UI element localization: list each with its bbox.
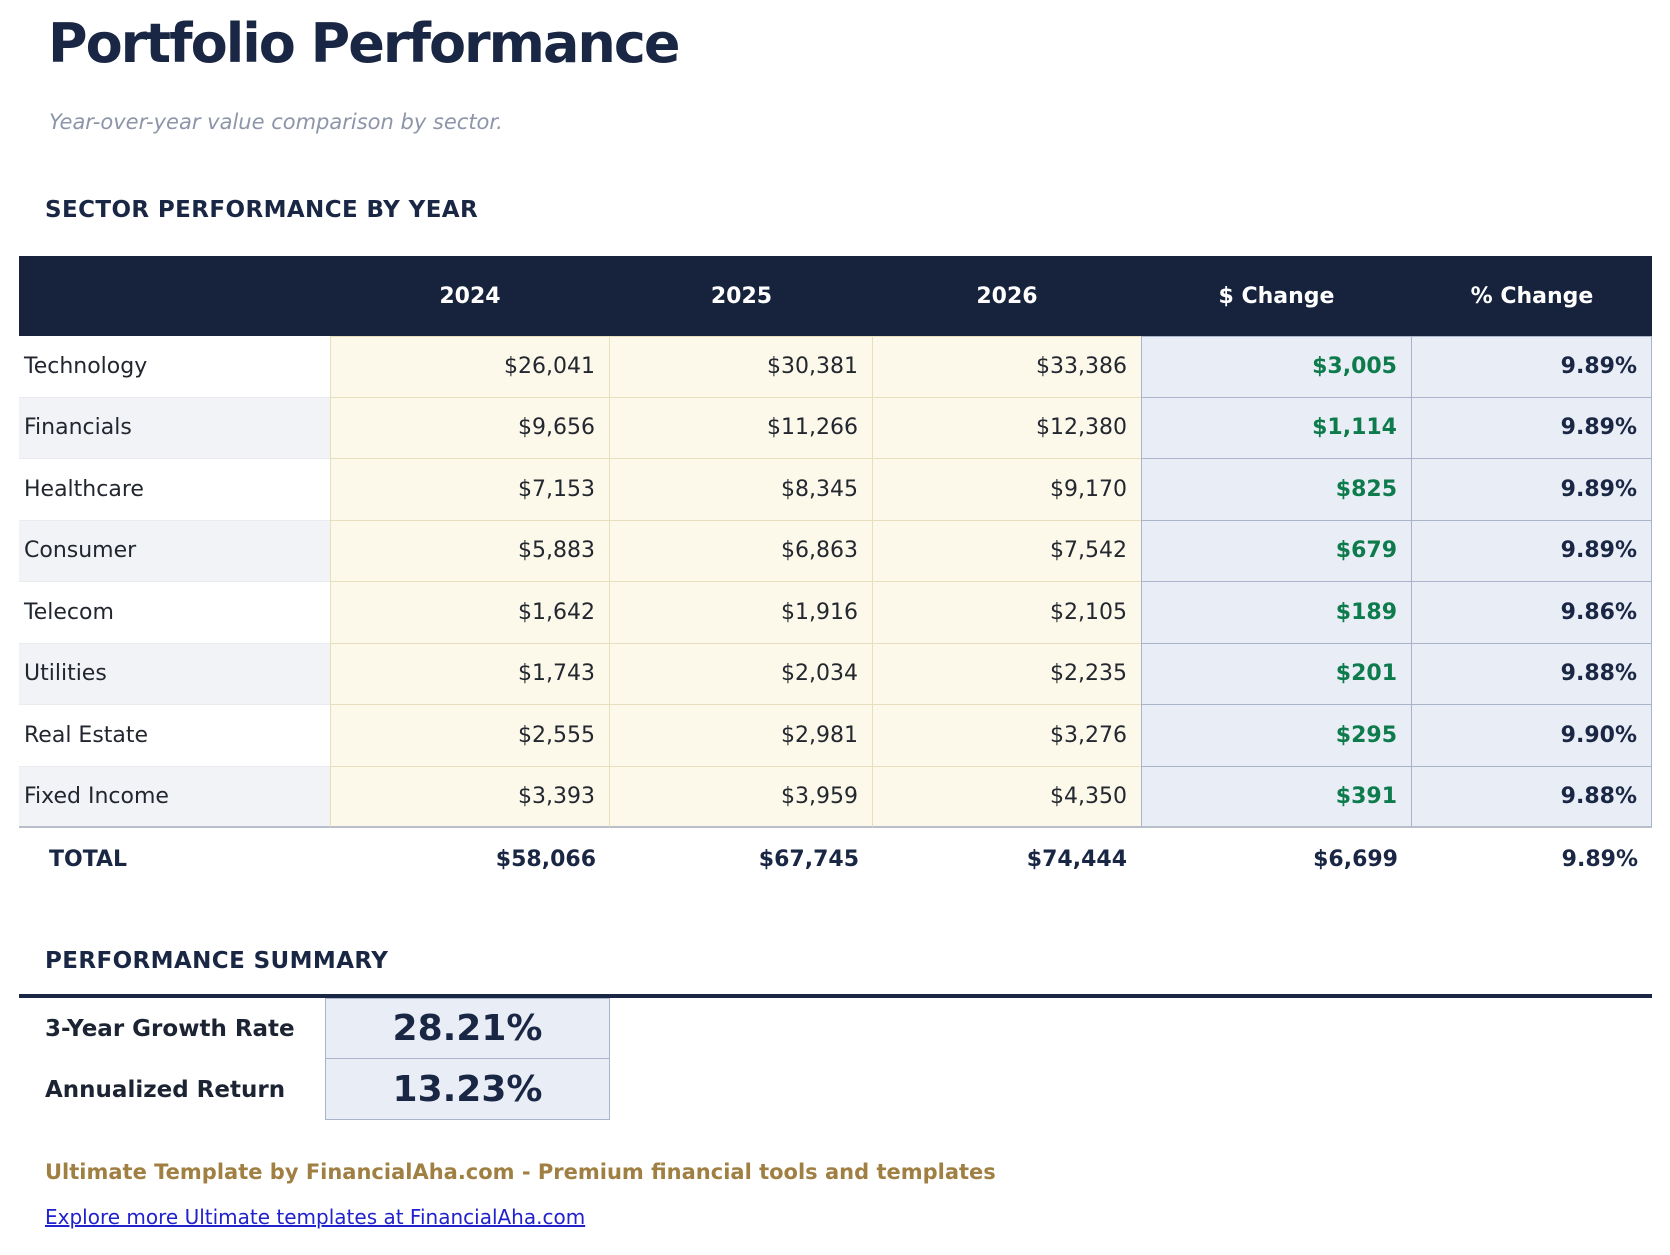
branding-text: Ultimate Template by FinancialAha.com - … [45, 1160, 996, 1184]
table-row: Telecom $1,642 $1,916 $2,105 $189 9.86% [19, 582, 1652, 644]
metric-label-annualized-return: Annualized Return [45, 1076, 286, 1103]
pct-change-value: 9.86% [1412, 582, 1652, 644]
value-2024: $2,555 [330, 705, 610, 767]
value-2025: $3,959 [610, 766, 873, 828]
section-heading-sector-performance: SECTOR PERFORMANCE BY YEAR [45, 197, 479, 223]
page-subtitle: Year-over-year value comparison by secto… [49, 110, 503, 134]
pct-change-value: 9.89% [1412, 459, 1652, 521]
header-sector [19, 256, 330, 336]
metric-label-growth-rate: 3-Year Growth Rate [45, 1015, 295, 1042]
table-row: Healthcare $7,153 $8,345 $9,170 $825 9.8… [19, 459, 1652, 521]
sector-name: Consumer [19, 520, 330, 582]
value-2024: $1,743 [330, 643, 610, 705]
value-2026: $33,386 [873, 336, 1141, 398]
financialaha-link[interactable]: Explore more Ultimate templates at Finan… [45, 1205, 586, 1229]
metric-value-annualized-return: 13.23% [325, 1059, 610, 1120]
value-2026: $12,380 [873, 397, 1141, 459]
total-pct-change: 9.89% [1561, 846, 1638, 872]
table-row: Real Estate $2,555 $2,981 $3,276 $295 9.… [19, 705, 1652, 767]
pct-change-value: 9.89% [1412, 336, 1652, 398]
dollar-change-value: $189 [1141, 582, 1412, 644]
section-heading-performance-summary: PERFORMANCE SUMMARY [45, 948, 389, 974]
header-pct-change: % Change [1412, 256, 1652, 336]
value-2026: $2,105 [873, 582, 1141, 644]
value-2026: $3,276 [873, 705, 1141, 767]
dollar-change-value: $1,114 [1141, 397, 1412, 459]
value-2024: $7,153 [330, 459, 610, 521]
pct-change-value: 9.88% [1412, 643, 1652, 705]
value-2024: $5,883 [330, 520, 610, 582]
value-2026: $9,170 [873, 459, 1141, 521]
metric-row: Annualized Return 13.23% [19, 1059, 610, 1120]
total-2024: $58,066 [495, 846, 596, 872]
value-2025: $30,381 [610, 336, 873, 398]
dollar-change-value: $201 [1141, 643, 1412, 705]
sector-name: Fixed Income [19, 766, 330, 828]
sector-name: Healthcare [19, 459, 330, 521]
table-row: Technology $26,041 $30,381 $33,386 $3,00… [19, 336, 1652, 398]
value-2025: $2,981 [610, 705, 873, 767]
total-dollar-change: $6,699 [1313, 846, 1398, 872]
metric-value-growth-rate: 28.21% [325, 998, 610, 1059]
sector-name: Technology [19, 336, 330, 398]
dollar-change-value: $825 [1141, 459, 1412, 521]
value-2026: $4,350 [873, 766, 1141, 828]
table-total-row: TOTAL $58,066 $67,745 $74,444 $6,699 9.8… [19, 828, 1652, 890]
dollar-change-value: $679 [1141, 520, 1412, 582]
table-row: Financials $9,656 $11,266 $12,380 $1,114… [19, 397, 1652, 459]
pct-change-value: 9.88% [1412, 766, 1652, 828]
total-2026: $74,444 [1026, 846, 1127, 872]
table-row: Fixed Income $3,393 $3,959 $4,350 $391 9… [19, 766, 1652, 828]
pct-change-value: 9.89% [1412, 397, 1652, 459]
sector-name: Telecom [19, 582, 330, 644]
sector-name: Real Estate [19, 705, 330, 767]
value-2024: $26,041 [330, 336, 610, 398]
dollar-change-value: $391 [1141, 766, 1412, 828]
metric-row: 3-Year Growth Rate 28.21% [19, 998, 610, 1059]
dollar-change-value: $295 [1141, 705, 1412, 767]
value-2026: $2,235 [873, 643, 1141, 705]
sector-name: Financials [19, 397, 330, 459]
value-2025: $11,266 [610, 397, 873, 459]
total-2025: $67,745 [758, 846, 859, 872]
summary-metrics: 3-Year Growth Rate 28.21% Annualized Ret… [19, 998, 610, 1120]
value-2025: $6,863 [610, 520, 873, 582]
table-row: Utilities $1,743 $2,034 $2,235 $201 9.88… [19, 643, 1652, 705]
value-2025: $2,034 [610, 643, 873, 705]
value-2025: $8,345 [610, 459, 873, 521]
value-2026: $7,542 [873, 520, 1141, 582]
value-2024: $3,393 [330, 766, 610, 828]
table-row: Consumer $5,883 $6,863 $7,542 $679 9.89% [19, 520, 1652, 582]
header-2026: 2026 [873, 256, 1141, 336]
header-dollar-change: $ Change [1141, 256, 1412, 336]
sector-name: Utilities [19, 643, 330, 705]
page-title: Portfolio Performance [48, 12, 680, 75]
total-label: TOTAL [49, 846, 128, 872]
pct-change-value: 9.90% [1412, 705, 1652, 767]
value-2024: $1,642 [330, 582, 610, 644]
header-2024: 2024 [330, 256, 610, 336]
sector-performance-table: 2024 2025 2026 $ Change % Change Technol… [19, 256, 1652, 890]
value-2024: $9,656 [330, 397, 610, 459]
pct-change-value: 9.89% [1412, 520, 1652, 582]
dollar-change-value: $3,005 [1141, 336, 1412, 398]
summary-divider [19, 994, 1652, 998]
header-2025: 2025 [610, 256, 873, 336]
table-header-row: 2024 2025 2026 $ Change % Change [19, 256, 1652, 336]
value-2025: $1,916 [610, 582, 873, 644]
